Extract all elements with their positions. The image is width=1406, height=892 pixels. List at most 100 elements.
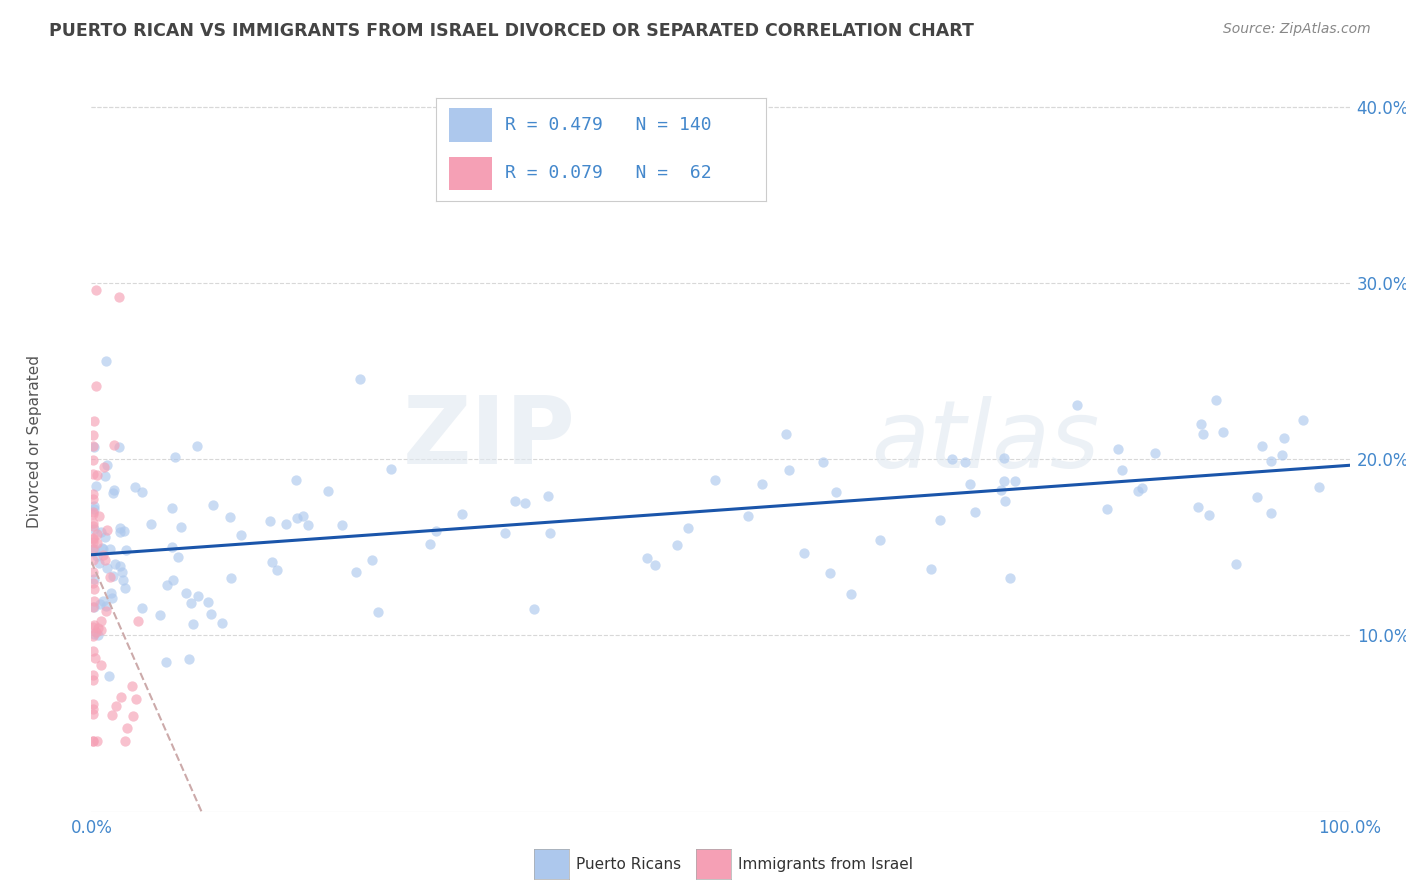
Point — [83, 542, 105, 557]
Point — [523, 602, 546, 616]
Point — [1250, 439, 1272, 453]
Point — [100, 586, 122, 600]
Point — [998, 571, 1021, 585]
Point — [1272, 431, 1295, 445]
Point — [285, 510, 308, 524]
Point — [94, 553, 117, 567]
Point — [86, 283, 108, 297]
Point — [316, 483, 339, 498]
Point — [1198, 508, 1220, 523]
Point — [1212, 425, 1234, 439]
Point — [156, 577, 179, 591]
Point — [149, 608, 172, 623]
Point — [108, 290, 131, 304]
Point — [160, 500, 183, 515]
Point — [83, 543, 105, 558]
Point — [82, 599, 104, 614]
Point — [174, 586, 197, 600]
Point — [82, 541, 104, 556]
Point — [825, 485, 848, 500]
Point — [666, 538, 689, 552]
Point — [83, 499, 105, 513]
Point — [82, 620, 104, 634]
Point — [793, 546, 815, 560]
Point — [141, 516, 163, 531]
Point — [775, 426, 797, 441]
Point — [292, 508, 315, 523]
Point — [1291, 413, 1313, 427]
Point — [82, 644, 104, 658]
Point — [96, 599, 118, 613]
Point — [82, 697, 104, 711]
Point — [90, 524, 112, 539]
Point — [778, 463, 800, 477]
Point — [211, 615, 233, 630]
Point — [676, 521, 699, 535]
Point — [929, 514, 952, 528]
Point — [1111, 463, 1133, 477]
Point — [537, 489, 560, 503]
Point — [84, 650, 107, 665]
Point — [121, 709, 143, 723]
Point — [82, 487, 104, 501]
Point — [108, 520, 131, 534]
Point — [96, 354, 118, 368]
Point — [103, 569, 125, 583]
Text: Immigrants from Israel: Immigrants from Israel — [738, 857, 912, 871]
Point — [86, 549, 108, 563]
Point — [98, 570, 121, 584]
Point — [82, 516, 104, 530]
Point — [83, 618, 105, 632]
Point — [200, 607, 222, 622]
Point — [811, 455, 834, 469]
Point — [114, 734, 136, 748]
Bar — [449, 157, 492, 190]
Point — [98, 542, 121, 557]
Point — [115, 721, 138, 735]
Point — [869, 533, 891, 548]
Point — [131, 601, 153, 615]
Point — [96, 561, 118, 575]
Text: PUERTO RICAN VS IMMIGRANTS FROM ISRAEL DIVORCED OR SEPARATED CORRELATION CHART: PUERTO RICAN VS IMMIGRANTS FROM ISRAEL D… — [49, 22, 974, 40]
Point — [361, 553, 384, 567]
Point — [91, 593, 114, 607]
Point — [160, 540, 183, 554]
Point — [82, 453, 104, 467]
Point — [993, 450, 1015, 465]
Point — [380, 462, 402, 476]
Point — [107, 440, 129, 454]
Point — [82, 505, 104, 519]
Point — [737, 509, 759, 524]
Point — [82, 531, 104, 545]
Point — [104, 557, 127, 571]
Point — [367, 605, 389, 619]
Point — [1271, 449, 1294, 463]
Point — [86, 526, 108, 541]
Point — [1260, 506, 1282, 520]
Point — [1191, 426, 1213, 441]
Point — [274, 517, 297, 532]
Point — [990, 483, 1012, 497]
Point — [963, 505, 986, 519]
Point — [83, 573, 105, 587]
Point — [1205, 392, 1227, 407]
Text: Puerto Ricans: Puerto Ricans — [576, 857, 682, 871]
Point — [83, 582, 105, 597]
Point — [418, 537, 440, 551]
Point — [114, 581, 136, 595]
Point — [82, 734, 104, 748]
Point — [1246, 490, 1268, 504]
Point — [177, 651, 200, 665]
Point — [818, 566, 841, 581]
Point — [124, 691, 146, 706]
Point — [94, 469, 117, 483]
Point — [259, 514, 281, 528]
Point — [1130, 481, 1153, 495]
Point — [1107, 442, 1129, 456]
Text: Source: ZipAtlas.com: Source: ZipAtlas.com — [1223, 22, 1371, 37]
Point — [103, 437, 125, 451]
Point — [82, 576, 104, 591]
Point — [112, 524, 135, 538]
Point — [82, 519, 104, 533]
Point — [89, 508, 111, 523]
